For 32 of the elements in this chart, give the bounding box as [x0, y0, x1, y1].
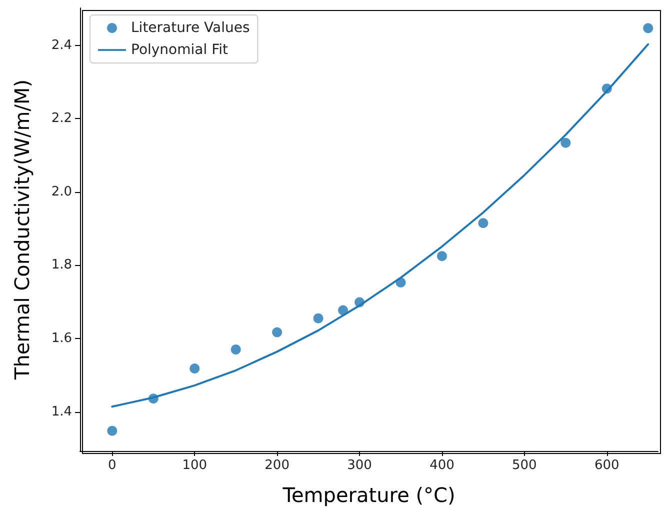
point: [436, 251, 447, 262]
x-tick-label: 200: [264, 458, 290, 473]
point: [313, 313, 324, 324]
point: [602, 84, 612, 94]
legend-label: Literature Values: [131, 20, 250, 36]
y-tick-label: 2.0: [51, 184, 72, 200]
legend-label: Polynomial Fit: [131, 42, 228, 58]
point: [190, 364, 200, 374]
y-tick-label: 1.8: [51, 258, 72, 273]
x-tick-label: 600: [594, 458, 620, 473]
y-tick-label: 2.4: [51, 38, 72, 53]
point: [643, 23, 654, 34]
x-axis-title: Temperature (°C): [282, 483, 456, 507]
x-tick-label: 400: [430, 458, 454, 473]
y-axis-title: Thermal Conductivity(W/m/M): [10, 79, 34, 381]
point: [230, 344, 241, 354]
point: [107, 426, 118, 436]
point: [148, 394, 158, 404]
y-tick-label: 1.6: [51, 331, 72, 346]
point: [560, 138, 571, 148]
y-tick-label: 1.4: [51, 404, 72, 420]
point: [478, 218, 488, 228]
line-series: [111, 43, 650, 408]
y-tick-label: 2.2: [51, 111, 72, 126]
point: [396, 277, 406, 288]
point: [338, 305, 348, 316]
x-tick-label: 0: [108, 458, 116, 473]
point: [354, 297, 365, 308]
x-tick-label: 100: [182, 458, 208, 473]
x-tick-label: 300: [347, 458, 372, 473]
point: [272, 327, 282, 338]
x-tick-label: 500: [512, 458, 537, 473]
